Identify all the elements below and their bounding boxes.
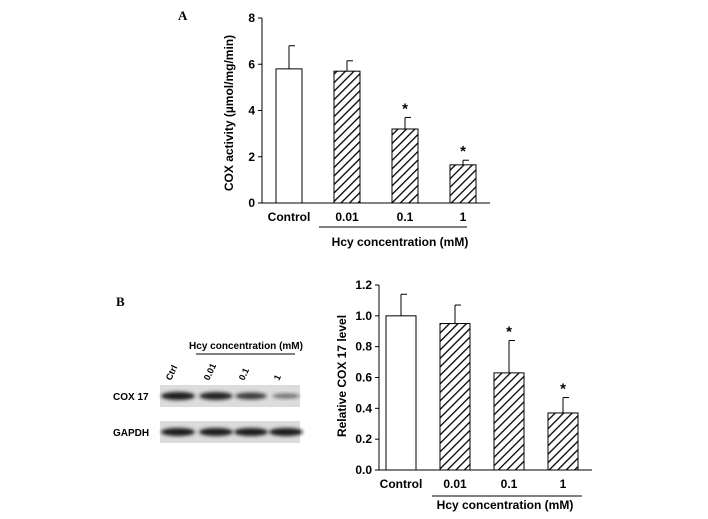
panel-a-y-tick-label: 0 [248,196,255,210]
panel-a-category-label: Control [268,210,311,224]
panel-a-category-label: 0.01 [335,210,359,224]
panel-b-category-label: 1 [560,477,567,491]
blot-title: Hcy concentration (mM) [189,341,303,352]
blot-band [199,392,233,400]
panel-b-label: B [116,294,125,309]
panel-a-y-tick-label: 2 [248,150,255,164]
panel-b: Relative COX 17 level Hcy concentration … [335,278,592,512]
panel-b-bar [547,412,579,471]
blot-lane-label: Ctrl [164,364,180,382]
western-blot: Hcy concentration (mM) Ctrl 0.01 0.1 1 COX 1… [113,341,303,443]
panel-b-category-label: 0.01 [443,477,467,491]
panel-a-category-label: 1 [460,210,467,224]
panel-b-y-tick-label: 1.2 [355,278,372,292]
panel-b-significance-star: * [506,324,512,341]
blot-lane-label: 0.01 [202,362,218,382]
blot-band [272,393,300,399]
blot-lane-label: 1 [272,373,283,382]
panel-b-y-axis-title: Relative COX 17 level [335,315,349,437]
blot-band [161,428,195,436]
panel-b-significance-star: * [560,381,566,398]
panel-b-y-tick-label: 0.6 [355,371,372,385]
blot-band [199,428,233,436]
panel-b-bar [493,372,525,471]
panel-b-y-tick-label: 0.8 [355,340,372,354]
panel-a-y-tick-label: 6 [248,57,255,71]
blot-band [161,392,195,400]
panel-b-y-tick-label: 0.2 [355,432,372,446]
panel-b-x-axis-title: Hcy concentration (mM) [437,498,574,512]
panel-a-bar [449,164,477,204]
panel-b-category-label: 0.1 [501,477,518,491]
panel-a-y-tick-label: 8 [248,11,255,25]
panel-a-label: A [178,8,188,23]
blot-band [234,428,268,436]
panel-b-bar [385,315,417,471]
panel-a-x-axis-title: Hcy concentration (mM) [332,235,469,249]
panel-a-y-tick-label: 4 [248,104,255,118]
panel-a-category-label: 0.1 [397,210,414,224]
panel-b-category-label: Control [380,477,423,491]
panel-b-y-tick-label: 0.0 [355,463,372,477]
blot-row-label: GAPDH [113,428,149,439]
blot-lane-label: 0.1 [237,366,251,382]
panel-a-bar [275,68,303,204]
blot-band [235,392,267,400]
panel-a-y-axis-title: COX activity (µmol/mg/min) [222,35,236,191]
panel-a: A COX activity (µmol/mg/min) Hcy concent… [178,8,490,249]
blot-row-label: COX 17 [113,392,149,403]
panel-a-significance-star: * [402,100,408,117]
panel-a-bar [333,70,361,204]
panel-b-bar [439,323,471,471]
panel-a-bar [391,128,419,204]
panel-b-y-tick-label: 0.4 [355,401,372,415]
panel-a-significance-star: * [460,143,466,160]
panel-b-y-tick-label: 1.0 [355,309,372,323]
blot-band [269,428,303,436]
